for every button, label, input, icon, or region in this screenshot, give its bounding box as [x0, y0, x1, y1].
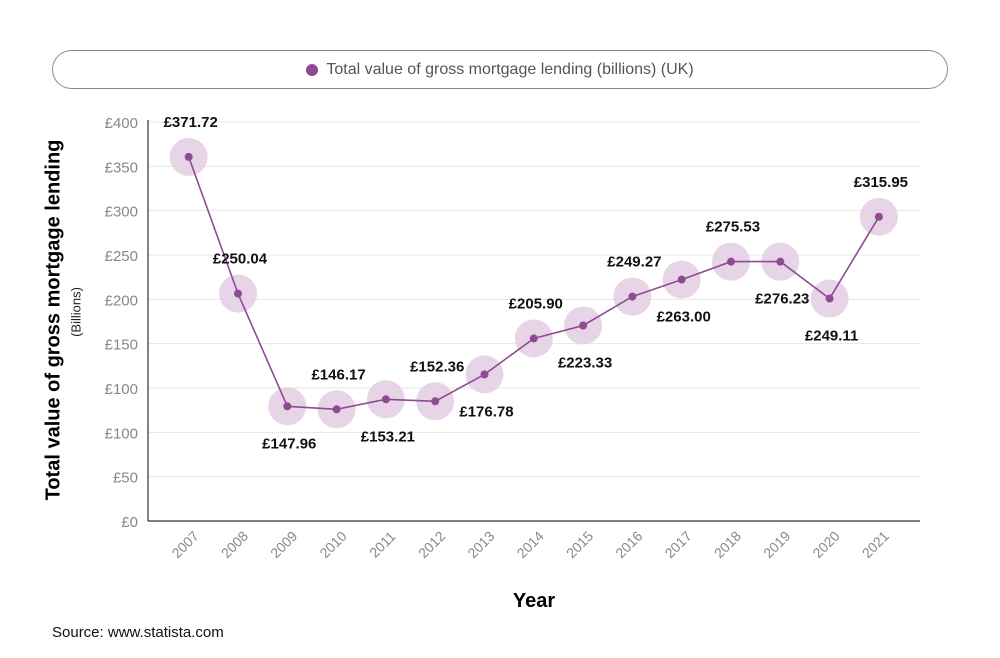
data-label: £275.53 — [706, 219, 760, 236]
y-axis-title: Total value of gross mortgage lending — [42, 139, 65, 501]
data-label: £249.27 — [607, 254, 661, 271]
legend-label: Total value of gross mortgage lending (b… — [326, 60, 694, 78]
x-tick-label: 2009 — [267, 528, 300, 561]
x-tick-label: 2020 — [809, 528, 842, 561]
data-point — [283, 402, 292, 411]
y-tick-label: £50 — [113, 470, 138, 487]
series-line-path — [187, 156, 880, 411]
data-label: £223.33 — [558, 354, 612, 371]
data-point — [825, 294, 834, 303]
data-label: £205.90 — [509, 295, 563, 312]
data-point — [381, 395, 390, 404]
x-tick-label: 2008 — [218, 528, 251, 561]
y-tick-label: £150 — [105, 337, 138, 354]
y-axis-subtitle: (Billions) — [68, 287, 84, 337]
data-label: £371.72 — [164, 114, 218, 131]
point-halos — [169, 137, 898, 429]
data-point — [480, 370, 489, 379]
data-point — [776, 257, 785, 266]
legend-marker — [306, 63, 319, 76]
y-tick-label: £0 — [121, 514, 138, 531]
data-label: £315.95 — [854, 174, 908, 191]
data-point — [579, 321, 588, 330]
data-label: £176.78 — [459, 403, 513, 420]
y-tick-label: £300 — [105, 204, 138, 221]
data-point — [529, 334, 538, 343]
x-tick-label: 2012 — [415, 528, 448, 561]
x-tick-label: 2007 — [168, 528, 201, 561]
data-point — [234, 289, 242, 298]
data-labels: £371.72 £250.04 £147.96 £146.17 £153.21 £152.… — [164, 114, 908, 452]
series-line — [187, 156, 880, 411]
x-tick-label: 2010 — [316, 528, 349, 561]
data-label: £147.96 — [262, 435, 316, 452]
x-tick-label: 2014 — [514, 528, 547, 561]
data-label: £263.00 — [657, 309, 711, 326]
data-point — [431, 397, 440, 406]
data-label: £152.36 — [410, 358, 464, 375]
y-tick-labels: £0 £50 £100 £100 £150 £200 £250 £300 £350 £400 — [105, 115, 138, 531]
x-tick-label: 2011 — [366, 528, 399, 561]
y-tick-label: £250 — [105, 248, 138, 265]
y-tick-label: £100 — [105, 425, 138, 442]
y-tick-label: £200 — [105, 292, 138, 309]
axes — [147, 120, 920, 522]
data-point — [628, 292, 637, 301]
data-points — [184, 152, 883, 414]
x-tick-label: 2018 — [711, 528, 744, 561]
x-tick-label: 2019 — [760, 528, 793, 561]
data-label: £250.04 — [213, 251, 268, 268]
legend: Total value of gross mortgage lending (b… — [52, 50, 948, 89]
grid-lines — [148, 121, 920, 478]
source-note: Source: www.statista.com — [52, 624, 224, 641]
data-point — [332, 405, 341, 414]
data-label: £249.11 — [805, 328, 858, 345]
x-tick-label: 2017 — [661, 528, 694, 561]
x-tick-label: 2015 — [563, 528, 596, 561]
x-tick-label: 2021 — [859, 528, 892, 561]
data-point — [677, 275, 686, 284]
data-point — [874, 212, 883, 221]
data-label: £276.23 — [755, 291, 809, 308]
data-point — [184, 152, 193, 161]
y-tick-label: £100 — [105, 381, 138, 398]
x-tick-label: 2016 — [612, 528, 645, 561]
data-label: £146.17 — [311, 366, 365, 383]
data-point — [727, 257, 735, 266]
x-tick-label: 2013 — [464, 528, 497, 561]
x-axis-title: Year — [512, 590, 556, 612]
data-label: £153.21 — [361, 428, 415, 445]
y-tick-label: £350 — [105, 159, 138, 176]
y-tick-label: £400 — [105, 115, 138, 132]
x-tick-labels: 2007 2008 2009 2010 2011 2012 2013 2014 2015 2016… — [168, 528, 892, 561]
